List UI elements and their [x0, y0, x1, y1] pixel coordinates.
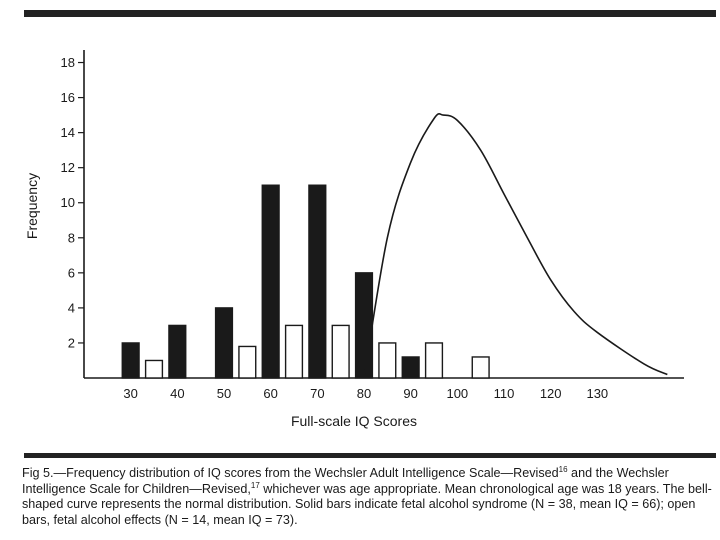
- tick-labels: 2 4 6 8 10 12 14 16 18 30 40 50 60 70 80 90 100 110 120 130: [61, 55, 609, 401]
- y-tick-label: 4: [68, 300, 75, 315]
- bars: [121, 184, 490, 379]
- x-tick-label: 30: [123, 386, 137, 401]
- caption-ref-1: 16: [558, 464, 568, 474]
- x-axis-label: Full-scale IQ Scores: [291, 413, 417, 429]
- x-tick-label: 130: [586, 386, 608, 401]
- caption-part-1: Fig 5.—Frequency distribution of IQ scor…: [22, 466, 559, 480]
- y-tick-label: 2: [68, 335, 75, 350]
- x-tick-label: 110: [494, 386, 515, 401]
- y-tick-label: 16: [61, 90, 75, 105]
- solid-bar: [308, 184, 327, 379]
- bottom-rule: [24, 453, 716, 458]
- y-tick-label: 10: [61, 195, 75, 210]
- x-tick-label: 120: [540, 386, 562, 401]
- solid-bar: [401, 356, 420, 379]
- solid-bar: [261, 184, 280, 379]
- open-bar: [424, 342, 444, 379]
- top-rule: [24, 10, 716, 17]
- x-tick-label: 100: [446, 386, 468, 401]
- x-tick-label: 90: [403, 386, 417, 401]
- open-bar: [331, 324, 350, 379]
- x-tick-label: 60: [263, 386, 277, 401]
- x-tick-label: 40: [170, 386, 184, 401]
- y-tick-label: 12: [61, 160, 75, 175]
- solid-bar: [121, 342, 140, 379]
- solid-bar: [354, 272, 374, 379]
- open-bar: [144, 359, 164, 379]
- caption-part-3: whichever was age appropriate. Mean chro…: [22, 481, 712, 527]
- x-tick-label: 50: [217, 386, 231, 401]
- caption-ref-2: 17: [250, 480, 260, 490]
- open-bar: [238, 345, 257, 379]
- y-axis-label: Frequency: [24, 173, 40, 239]
- caption-part-2: and the Wechsler Intelligence Scale for …: [22, 466, 669, 496]
- open-bar: [471, 356, 490, 379]
- x-tick-label: 80: [357, 386, 371, 401]
- normal-curve-layer: [363, 113, 668, 379]
- figure-caption: Fig 5.—Frequency distribution of IQ scor…: [22, 464, 714, 528]
- solid-bar: [214, 307, 234, 379]
- y-tick-label: 8: [68, 230, 75, 245]
- normal-distribution-curve: [363, 113, 668, 379]
- y-tick-label: 14: [61, 125, 75, 140]
- open-bar: [378, 342, 397, 379]
- y-tick-label: 18: [61, 55, 75, 70]
- x-tick-label: 70: [310, 386, 324, 401]
- y-tick-label: 6: [68, 265, 75, 280]
- open-bar: [284, 324, 304, 379]
- solid-bar: [168, 324, 187, 379]
